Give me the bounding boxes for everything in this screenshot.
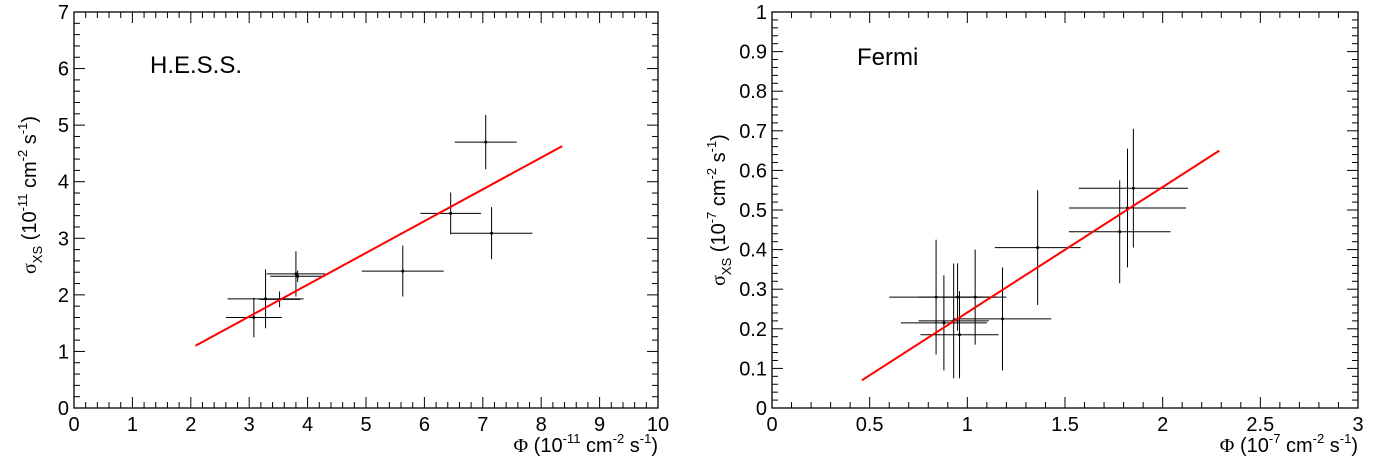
- data-point: [225, 297, 282, 338]
- x-tick-label: 7: [477, 414, 488, 436]
- point-marker: [490, 231, 494, 235]
- point-marker: [1118, 230, 1122, 234]
- y-tick-label: 7: [58, 2, 69, 24]
- point-marker: [958, 333, 962, 337]
- point-marker: [1000, 317, 1004, 321]
- x-tick-label: 2: [1157, 414, 1168, 436]
- y-tick-label: 0: [756, 398, 767, 420]
- x-tick-label: 1.5: [1051, 414, 1079, 436]
- x-tick-label: 2.5: [1246, 414, 1274, 436]
- y-tick-label: 0: [58, 398, 69, 420]
- y-tick-label: 0.9: [739, 42, 767, 64]
- y-tick-label: 5: [58, 115, 69, 137]
- y-tick-label: 0.7: [739, 121, 767, 143]
- data-point: [994, 190, 1081, 306]
- x-tick-label: 0: [68, 414, 79, 436]
- data-point: [450, 207, 533, 260]
- y-tick-label: 0.6: [739, 160, 767, 182]
- data-point: [266, 251, 326, 297]
- point-marker: [449, 211, 453, 215]
- y-tick-label: 0.8: [739, 81, 767, 103]
- data-point: [900, 275, 987, 371]
- data-point: [953, 267, 1052, 371]
- y-tick-label: 0.1: [739, 358, 767, 380]
- data-point: [227, 269, 304, 329]
- x-tick-label: 6: [419, 414, 430, 436]
- point-marker: [484, 140, 488, 144]
- x-tick-label: 3: [1352, 414, 1363, 436]
- fit-line: [194, 145, 563, 347]
- fermi-panel: 0 0.5 1 1.5 2 2.5 3 0 0.1 0.2 0.3 0.4 0.5 0.6 0.7 0.8 0.…: [704, 2, 1364, 457]
- x-tick-label: 0.5: [856, 414, 884, 436]
- y-axis-label: σXS (10-11 cm-2 s-1): [15, 116, 45, 274]
- x-tick-label: 4: [302, 414, 313, 436]
- x-tick-label: 0: [766, 414, 777, 436]
- x-axis-label: Φ (10-7 cm-2 s-1): [1220, 431, 1358, 457]
- data-point: [454, 114, 517, 170]
- point-marker: [401, 269, 405, 273]
- x-axis-label: Φ (10-11 cm-2 s-1): [514, 431, 659, 457]
- hess-panel: 0 1 2 3 4 5 6 7 8 9 10 0 1 2 3 4 5 6 7 Φ (10-11 cm-2 s-1) σX…: [15, 2, 669, 457]
- data-point: [1068, 180, 1171, 284]
- x-tick-label: 1: [962, 414, 973, 436]
- point-marker: [296, 274, 300, 278]
- y-tick-label: 3: [58, 228, 69, 250]
- x-tick-label: 9: [594, 414, 605, 436]
- x-tick-label: 2: [185, 414, 196, 436]
- point-marker: [942, 321, 946, 325]
- point-marker: [1131, 186, 1135, 190]
- y-axis-label: σXS (10-7 cm-2 s-1): [704, 134, 734, 286]
- point-marker: [1036, 246, 1040, 250]
- data-point: [420, 192, 482, 235]
- experiment-label: Fermi: [857, 44, 918, 71]
- y-tick-label: 0.2: [739, 319, 767, 341]
- x-tick-label: 8: [536, 414, 547, 436]
- y-tick-label: 1: [756, 2, 767, 24]
- y-tick-label: 0.3: [739, 279, 767, 301]
- y-tick-label: 0.5: [739, 200, 767, 222]
- data-point: [361, 245, 444, 297]
- data-point: [943, 249, 1007, 345]
- plot-frame: [771, 11, 1359, 409]
- x-tick-label: 10: [647, 414, 669, 436]
- x-tick-label: 1: [127, 414, 138, 436]
- data-point: [1078, 128, 1189, 248]
- point-marker: [973, 295, 977, 299]
- point-marker: [294, 272, 298, 276]
- y-tick-label: 6: [58, 59, 69, 81]
- data-point: [270, 270, 326, 282]
- fit-line: [861, 149, 1220, 382]
- point-marker: [252, 315, 256, 319]
- x-tick-label: 3: [244, 414, 255, 436]
- data-point: [1068, 148, 1187, 268]
- y-tick-label: 1: [58, 341, 69, 363]
- experiment-label: H.E.S.S.: [150, 52, 242, 79]
- y-tick-label: 2: [58, 285, 69, 307]
- y-tick-label: 4: [58, 172, 69, 194]
- x-tick-label: 5: [360, 414, 371, 436]
- y-tick-label: 0.4: [739, 240, 767, 262]
